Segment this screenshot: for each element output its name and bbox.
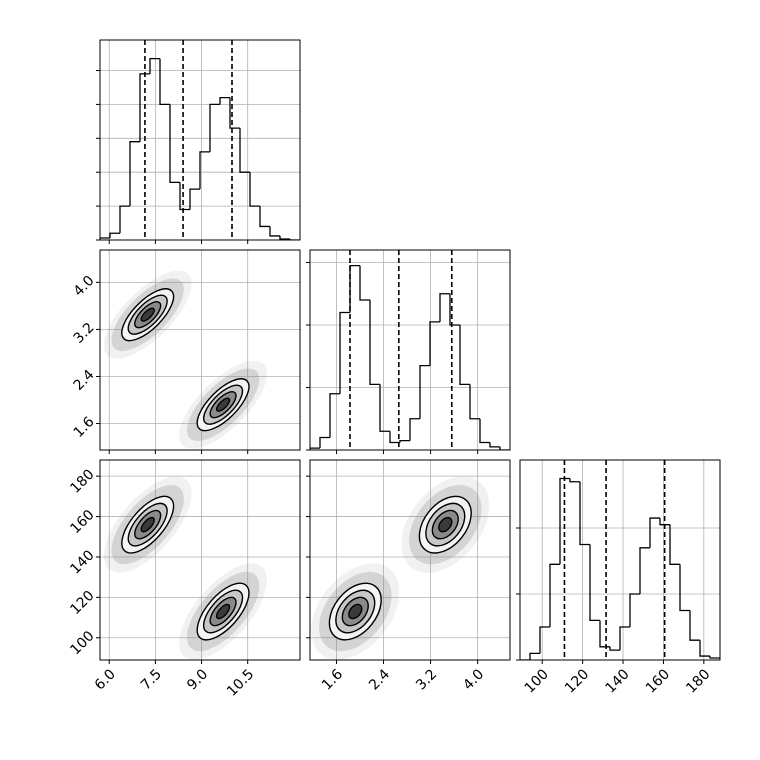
histogram-step <box>669 524 680 565</box>
histogram-step <box>429 321 440 366</box>
histogram-step <box>629 593 640 627</box>
histogram-step <box>310 447 320 450</box>
histogram-step <box>539 626 550 654</box>
histogram-step <box>499 446 510 450</box>
histogram-step <box>459 325 470 386</box>
histogram-step <box>399 439 410 443</box>
histogram-step <box>219 96 230 105</box>
histogram-step <box>179 182 190 211</box>
histogram-step <box>149 57 160 74</box>
histogram-step <box>329 393 340 438</box>
panel-frame <box>99 459 301 661</box>
histogram <box>310 264 510 450</box>
histogram-step <box>269 226 280 237</box>
histogram-step <box>359 265 370 301</box>
panel-frame <box>99 39 301 241</box>
density <box>103 476 268 660</box>
histogram <box>100 57 300 240</box>
histogram-step <box>349 264 360 313</box>
histogram-step <box>169 104 180 184</box>
histogram-step <box>409 418 420 441</box>
histogram-step <box>649 517 660 548</box>
density <box>103 270 268 449</box>
histogram-step <box>339 311 350 394</box>
histogram-step <box>469 384 480 420</box>
panel-frame <box>519 459 721 661</box>
histogram-step <box>689 610 700 641</box>
histogram-step <box>579 481 590 546</box>
histogram-step <box>439 293 450 322</box>
contour <box>140 307 155 322</box>
panel-frame <box>309 249 511 451</box>
density <box>311 476 490 660</box>
histogram-step <box>619 626 630 651</box>
histogram-step <box>639 547 650 594</box>
histogram-step <box>119 205 130 234</box>
histogram-step <box>449 293 460 326</box>
contour <box>215 603 231 620</box>
histogram-step <box>679 564 690 612</box>
histogram-step <box>529 652 540 660</box>
histogram-step <box>549 563 560 627</box>
histogram-step <box>139 73 150 142</box>
histogram-step <box>249 172 260 207</box>
histogram <box>520 477 720 660</box>
histogram-step <box>389 431 400 444</box>
histogram-step <box>259 206 270 228</box>
panel-frame <box>99 249 301 451</box>
histogram-step <box>289 238 300 240</box>
contour <box>140 516 155 533</box>
histogram-step <box>589 544 600 622</box>
histogram-step <box>239 128 250 173</box>
histogram-step <box>159 58 170 106</box>
histogram-step <box>609 646 620 651</box>
histogram-step <box>489 442 500 448</box>
histogram-step <box>199 151 210 190</box>
histogram-step <box>419 364 430 419</box>
histogram-step <box>559 477 570 565</box>
contour <box>348 603 363 620</box>
histogram-step <box>709 656 720 660</box>
contour <box>438 516 453 533</box>
histogram-step <box>369 300 380 386</box>
histogram-step <box>189 188 200 210</box>
contour <box>215 397 231 412</box>
histogram-step <box>659 518 670 526</box>
histogram-step <box>699 640 710 657</box>
histogram-step <box>209 103 220 152</box>
histogram-step <box>479 418 490 444</box>
histogram-step <box>319 436 330 449</box>
histogram-step <box>279 235 290 240</box>
histogram-step <box>229 97 240 129</box>
histogram-step <box>569 478 580 483</box>
panel-frame <box>309 459 511 661</box>
histogram-step <box>100 237 110 240</box>
histogram-step <box>109 232 120 238</box>
histogram-step <box>379 384 390 432</box>
histogram-step <box>129 141 140 207</box>
